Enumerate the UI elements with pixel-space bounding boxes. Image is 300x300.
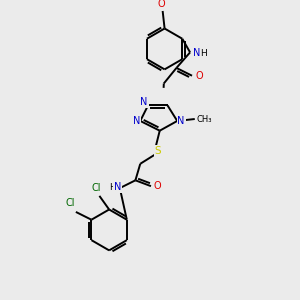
Text: N: N bbox=[140, 98, 148, 107]
Text: S: S bbox=[154, 146, 161, 156]
Text: O: O bbox=[195, 71, 202, 81]
Text: H: H bbox=[200, 49, 207, 58]
Text: H: H bbox=[109, 183, 116, 192]
Text: O: O bbox=[154, 181, 162, 191]
Text: Cl: Cl bbox=[65, 198, 75, 208]
Text: N: N bbox=[133, 116, 140, 126]
Text: Cl: Cl bbox=[92, 183, 101, 193]
Text: N: N bbox=[114, 182, 122, 192]
Text: N: N bbox=[193, 48, 201, 58]
Text: CH₃: CH₃ bbox=[197, 115, 212, 124]
Text: N: N bbox=[178, 116, 185, 126]
Text: O: O bbox=[158, 0, 166, 9]
